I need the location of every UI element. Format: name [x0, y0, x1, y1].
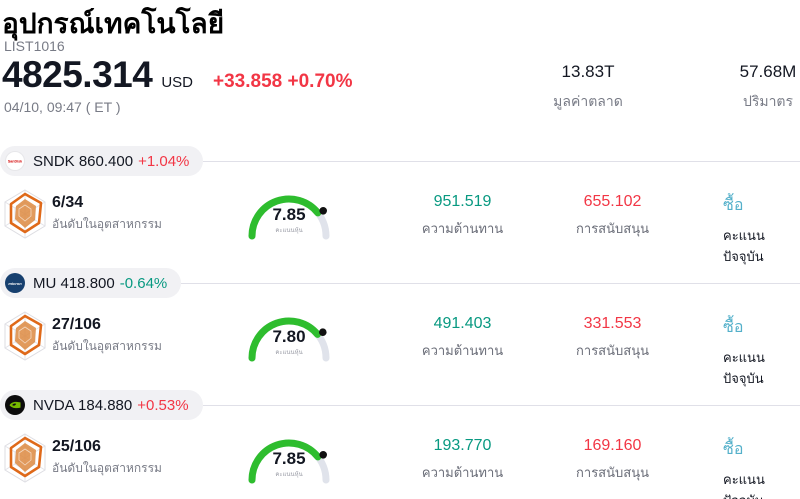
ticker-pill-row: SanDisk SNDK 860.400 +1.04%	[0, 146, 800, 176]
market-cap-value: 13.83T	[561, 62, 615, 81]
volume-stat: 57.68M ปริมาตร	[688, 62, 800, 113]
industry-rank-block: 25/106 อันดับในอุตสาหกรรม	[2, 433, 162, 483]
support-col: 169.160 การสนับสนุน	[525, 437, 700, 483]
score-gauge: 7.80 คะแนนหุ้น	[243, 308, 335, 366]
sandisk-logo: SanDisk	[5, 151, 25, 171]
signal-label: คะแนนปัจจุบัน	[723, 228, 765, 264]
row-content: 27/106 อันดับในอุตสาหกรรม 7.80 คะแนนหุ้น…	[0, 308, 800, 386]
nvidia-logo	[5, 395, 25, 415]
currency-label: USD	[161, 74, 193, 91]
row-divider	[202, 404, 800, 406]
signal-label: คะแนนปัจจุบัน	[723, 472, 765, 499]
gauge-arc	[248, 317, 330, 362]
volume-value: 57.68M	[739, 62, 797, 81]
resistance-value: 951.519	[433, 193, 492, 210]
rank-label: อันดับในอุตสาหกรรม	[52, 217, 162, 231]
resistance-value: 193.770	[433, 437, 492, 454]
resistance-label: ความต้านทาน	[421, 465, 504, 480]
row-content: 6/34 อันดับในอุตสาหกรรม 7.85 คะแนนหุ้น 9…	[0, 186, 800, 264]
stock-row: NVDA 184.880 +0.53% 25/106 อันดับในอุตสา…	[0, 390, 800, 499]
industry-rank-block: 27/106 อันดับในอุตสาหกรรม	[2, 311, 162, 361]
gauge-arc	[248, 439, 330, 484]
radar-hexagon-icon	[4, 433, 46, 483]
rank-text: 6/34 อันดับในอุตสาหกรรม	[52, 194, 162, 234]
gauge-value: 7.85	[272, 449, 306, 468]
page-title: อุปกรณ์เทคโนโลยี	[2, 8, 225, 39]
rank-value: 27/106	[52, 316, 101, 333]
ticker-pill-row: micron MU 418.800 -0.64%	[0, 268, 800, 298]
resistance-col: 491.403 ความต้านทาน	[355, 315, 570, 361]
stock-row: micron MU 418.800 -0.64% 27/106	[0, 268, 800, 390]
gauge-arc	[248, 195, 330, 240]
industry-rank-block: 6/34 อันดับในอุตสาหกรรม	[2, 189, 162, 239]
ticker-change: -0.64%	[119, 274, 168, 292]
ticker-price: SNDK 860.400	[33, 152, 134, 170]
gauge-label: คะแนนหุ้น	[275, 350, 303, 356]
support-value: 331.553	[583, 315, 642, 332]
gauge-value: 7.80	[272, 327, 306, 346]
support-label: การสนับสนุน	[576, 343, 649, 358]
rank-label: อันดับในอุตสาหกรรม	[52, 339, 162, 353]
row-divider	[181, 282, 800, 284]
index-price: 4825.314	[2, 54, 153, 95]
rank-value: 6/34	[52, 194, 84, 211]
rank-label: อันดับในอุตสาหกรรม	[52, 461, 162, 475]
index-symbol: LIST1016	[4, 38, 65, 54]
micron-logo: micron	[5, 273, 25, 293]
signal-value: ซื้อ	[723, 441, 744, 458]
row-divider	[203, 160, 800, 162]
ticker-change: +0.53%	[137, 396, 189, 414]
support-value: 169.160	[583, 437, 642, 454]
radar-hexagon-icon	[4, 311, 46, 361]
support-col: 331.553 การสนับสนุน	[525, 315, 700, 361]
score-gauge: 7.85 คะแนนหุ้น	[243, 430, 335, 488]
support-label: การสนับสนุน	[576, 465, 649, 480]
resistance-label: ความต้านทาน	[421, 221, 504, 236]
ticker-change: +1.04%	[138, 152, 190, 170]
rank-value: 25/106	[52, 438, 101, 455]
quote-datetime: 04/10, 09:47 ( ET )	[4, 99, 121, 115]
support-value: 655.102	[583, 193, 642, 210]
gauge-text: 7.80 คะแนนหุ้น	[243, 328, 335, 357]
stock-row: SanDisk SNDK 860.400 +1.04% 6/34	[0, 146, 800, 268]
resistance-col: 193.770 ความต้านทาน	[355, 437, 570, 483]
ticker-price: NVDA 184.880	[33, 396, 133, 414]
signal-col: ซื้อ คะแนนปัจจุบัน	[723, 193, 800, 267]
volume-label: ปริมาตร	[742, 93, 794, 109]
svg-text:SanDisk: SanDisk	[8, 160, 22, 164]
index-change: +33.858 +0.70%	[213, 71, 353, 92]
ticker-pill-mu[interactable]: micron MU 418.800 -0.64%	[0, 268, 182, 298]
ticker-pill-row: NVDA 184.880 +0.53%	[0, 390, 800, 420]
support-col: 655.102 การสนับสนุน	[525, 193, 700, 239]
gauge-text: 7.85 คะแนนหุ้น	[243, 206, 335, 235]
score-gauge: 7.85 คะแนนหุ้น	[243, 186, 335, 244]
signal-value: ซื้อ	[723, 319, 744, 336]
rank-text: 27/106 อันดับในอุตสาหกรรม	[52, 316, 162, 356]
ticker-pill-nvda[interactable]: NVDA 184.880 +0.53%	[0, 390, 203, 420]
gauge-text: 7.85 คะแนนหุ้น	[243, 450, 335, 479]
signal-col: ซื้อ คะแนนปัจจุบัน	[723, 315, 800, 389]
signal-col: ซื้อ คะแนนปัจจุบัน	[723, 437, 800, 499]
support-label: การสนับสนุน	[576, 221, 649, 236]
signal-label: คะแนนปัจจุบัน	[723, 350, 765, 386]
market-cap-stat: 13.83T มูลค่าตลาด	[508, 62, 668, 113]
signal-value: ซื้อ	[723, 197, 744, 214]
resistance-label: ความต้านทาน	[421, 343, 504, 358]
resistance-value: 491.403	[433, 315, 492, 332]
price-line: 4825.314 USD +33.858 +0.70%	[2, 54, 352, 96]
sector-header: อุปกรณ์เทคโนโลยี LIST1016 4825.314 USD +…	[0, 0, 800, 146]
resistance-col: 951.519 ความต้านทาน	[355, 193, 570, 239]
svg-text:micron: micron	[8, 281, 22, 286]
ticker-price: MU 418.800	[33, 274, 115, 292]
rank-text: 25/106 อันดับในอุตสาหกรรม	[52, 438, 162, 478]
gauge-value: 7.85	[272, 205, 306, 224]
gauge-label: คะแนนหุ้น	[275, 472, 303, 478]
gauge-label: คะแนนหุ้น	[275, 228, 303, 234]
ticker-pill-sndk[interactable]: SanDisk SNDK 860.400 +1.04%	[0, 146, 204, 176]
radar-hexagon-icon	[4, 189, 46, 239]
row-content: 25/106 อันดับในอุตสาหกรรม 7.85 คะแนนหุ้น…	[0, 430, 800, 499]
market-cap-label: มูลค่าตลาด	[553, 93, 623, 109]
